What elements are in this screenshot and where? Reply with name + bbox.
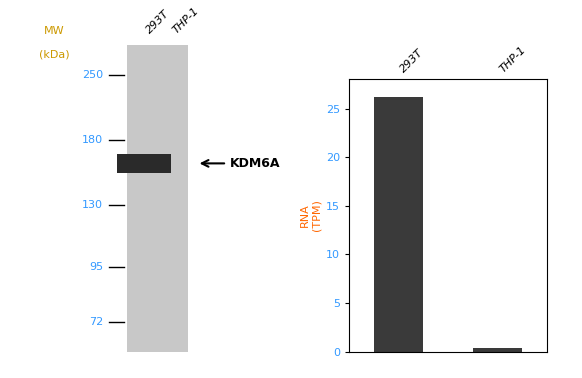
Text: THP-1: THP-1 [171, 6, 201, 36]
Text: 250: 250 [82, 70, 103, 80]
Text: 293T: 293T [399, 47, 425, 74]
Text: 130: 130 [82, 200, 103, 209]
Bar [117, 154, 171, 173]
Text: THP-1: THP-1 [498, 44, 527, 74]
Bar [473, 348, 522, 352]
Text: MW: MW [44, 26, 65, 36]
Y-axis label: RNA
(TPM): RNA (TPM) [300, 200, 322, 231]
Text: (kDa): (kDa) [39, 49, 70, 59]
Text: 180: 180 [82, 135, 103, 145]
Text: 293T: 293T [144, 9, 171, 36]
Bar [374, 97, 423, 352]
Text: 95: 95 [89, 262, 103, 272]
Text: KDM6A: KDM6A [230, 157, 281, 170]
Text: 72: 72 [88, 317, 103, 327]
Bar [127, 45, 187, 352]
